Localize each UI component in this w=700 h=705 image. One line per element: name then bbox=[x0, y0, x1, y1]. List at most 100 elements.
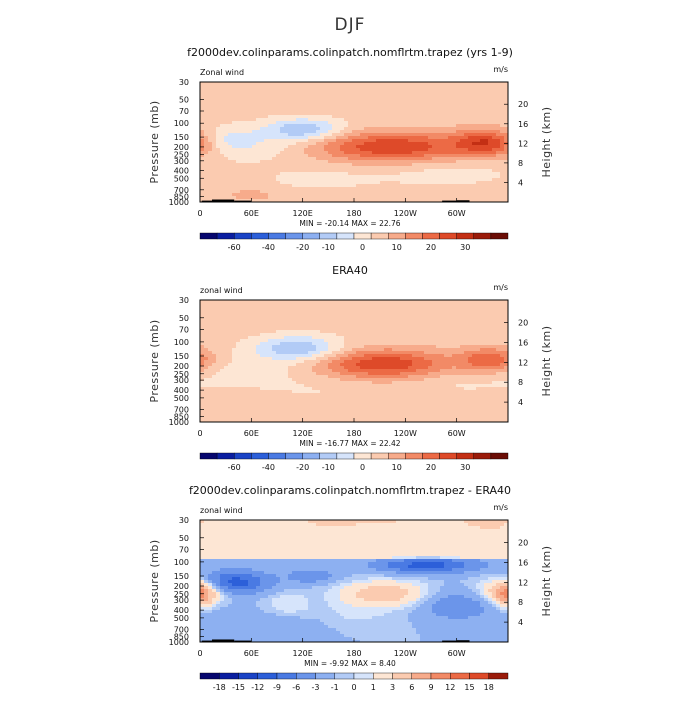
field-cell bbox=[344, 333, 348, 336]
field-cell bbox=[348, 321, 352, 324]
field-cell bbox=[500, 345, 504, 348]
field-cell bbox=[280, 151, 284, 154]
field-cell bbox=[316, 303, 320, 306]
field-cell bbox=[424, 354, 428, 357]
field-cell bbox=[236, 318, 240, 321]
field-cell bbox=[392, 106, 396, 109]
field-cell bbox=[304, 318, 308, 321]
field-cell bbox=[464, 312, 468, 315]
field-cell bbox=[388, 175, 392, 178]
field-cell bbox=[396, 121, 400, 124]
field-cell bbox=[356, 136, 360, 139]
field-cell bbox=[376, 184, 380, 187]
field-cell bbox=[284, 160, 288, 163]
field-cell bbox=[352, 130, 356, 133]
field-cell bbox=[220, 157, 224, 160]
field-cell bbox=[436, 306, 440, 309]
field-cell bbox=[432, 175, 436, 178]
field-cell bbox=[280, 184, 284, 187]
field-cell bbox=[412, 85, 416, 88]
field-cell bbox=[320, 139, 324, 142]
field-cell bbox=[244, 178, 248, 181]
field-cell bbox=[292, 115, 296, 118]
field-cell bbox=[464, 85, 468, 88]
field-cell bbox=[252, 145, 256, 148]
field-cell bbox=[244, 306, 248, 309]
field-cell bbox=[200, 112, 204, 115]
field-cell bbox=[444, 109, 448, 112]
field-cell bbox=[424, 300, 428, 303]
field-cell bbox=[252, 330, 256, 333]
field-cell bbox=[264, 306, 268, 309]
field-cell bbox=[316, 157, 320, 160]
field-cell bbox=[468, 300, 472, 303]
field-cell bbox=[372, 330, 376, 333]
field-cell bbox=[432, 85, 436, 88]
field-cell bbox=[448, 97, 452, 100]
field-cell bbox=[424, 336, 428, 339]
field-cell bbox=[308, 118, 312, 121]
field-cell bbox=[348, 339, 352, 342]
field-cell bbox=[236, 187, 240, 190]
field-cell bbox=[452, 121, 456, 124]
field-cell bbox=[460, 324, 464, 327]
field-cell bbox=[404, 130, 408, 133]
field-cell bbox=[312, 130, 316, 133]
field-cell bbox=[276, 193, 280, 196]
field-cell bbox=[232, 333, 236, 336]
field-cell bbox=[336, 97, 340, 100]
field-cell bbox=[456, 124, 460, 127]
field-cell bbox=[328, 339, 332, 342]
field-cell bbox=[228, 363, 232, 366]
field-cell bbox=[332, 196, 336, 199]
field-cell bbox=[316, 300, 320, 303]
field-cell bbox=[248, 169, 252, 172]
field-cell bbox=[452, 157, 456, 160]
field-cell bbox=[452, 324, 456, 327]
field-cell bbox=[340, 333, 344, 336]
field-cell bbox=[292, 127, 296, 130]
field-cell bbox=[220, 172, 224, 175]
field-cell bbox=[200, 97, 204, 100]
field-cell bbox=[484, 303, 488, 306]
field-cell bbox=[408, 178, 412, 181]
field-cell bbox=[268, 184, 272, 187]
field-cell bbox=[208, 127, 212, 130]
field-cell bbox=[440, 360, 444, 363]
field-cell bbox=[212, 88, 216, 91]
field-cell bbox=[372, 133, 376, 136]
field-cell bbox=[360, 172, 364, 175]
field-cell bbox=[436, 363, 440, 366]
field-cell bbox=[468, 190, 472, 193]
field-cell bbox=[252, 306, 256, 309]
field-cell bbox=[364, 324, 368, 327]
colorbar-tick-label: 10 bbox=[392, 243, 402, 252]
field-cell bbox=[496, 82, 500, 85]
field-cell bbox=[340, 187, 344, 190]
field-cell bbox=[444, 324, 448, 327]
field-cell bbox=[280, 336, 284, 339]
field-cell bbox=[452, 354, 456, 357]
field-cell bbox=[428, 166, 432, 169]
field-cell bbox=[500, 139, 504, 142]
field-cell bbox=[344, 118, 348, 121]
field-cell bbox=[224, 91, 228, 94]
field-cell bbox=[468, 330, 472, 333]
field-cell bbox=[364, 112, 368, 115]
field-cell bbox=[448, 106, 452, 109]
field-cell bbox=[444, 318, 448, 321]
field-cell bbox=[236, 133, 240, 136]
field-cell bbox=[308, 166, 312, 169]
field-cell bbox=[436, 357, 440, 360]
field-cell bbox=[488, 196, 492, 199]
field-cell bbox=[292, 157, 296, 160]
field-cell bbox=[428, 321, 432, 324]
field-cell bbox=[452, 151, 456, 154]
field-cell bbox=[388, 318, 392, 321]
field-cell bbox=[496, 324, 500, 327]
field-cell bbox=[232, 139, 236, 142]
field-cell bbox=[356, 118, 360, 121]
field-cell bbox=[264, 166, 268, 169]
field-cell bbox=[496, 115, 500, 118]
